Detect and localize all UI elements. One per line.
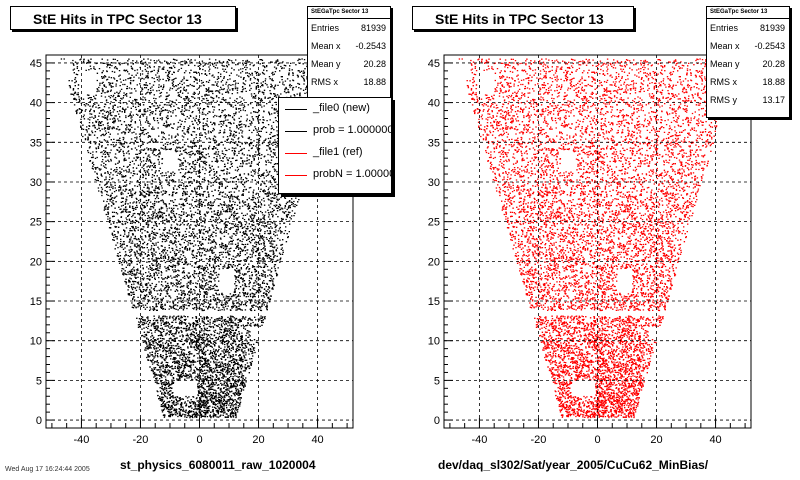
stats-value: 18.88 (762, 77, 785, 87)
stats-label: Entries (710, 23, 739, 33)
stats-label: Entries (311, 23, 340, 33)
stats-label: Mean y (311, 59, 341, 69)
x-tick-label: 0 (594, 434, 600, 446)
stats-value: 20.28 (363, 59, 386, 69)
y-tick-label: 40 (428, 98, 440, 110)
y-tick-label: 10 (30, 336, 42, 348)
x-tick-label: -40 (471, 434, 487, 446)
plot-area-1: -40 -20 0 20 40 0 5 10 15 20 25 30 35 40 45 (428, 54, 752, 446)
right-plot-title: StE Hits in TPC Sector 13 (412, 6, 634, 30)
x-tick-label: -20 (531, 434, 547, 446)
legend-entry: probN = 1.000000 (279, 164, 391, 186)
stats-label: RMS x (710, 77, 737, 87)
hits-scatter-series (458, 58, 737, 419)
y-tick-label: 15 (30, 296, 42, 308)
legend-line-swatch (285, 109, 307, 110)
legend-entry: _file1 (ref) (279, 142, 391, 164)
stats-label: Mean x (710, 41, 740, 51)
right-stats-row-entries: Entries 81939 (707, 19, 789, 37)
stats-label: Mean x (311, 41, 341, 51)
stats-label: Mean y (710, 59, 740, 69)
right-stats-row-rmsx: RMS x 18.88 (707, 73, 789, 91)
y-tick-label: 15 (428, 296, 440, 308)
y-tick-label: 45 (30, 58, 42, 70)
left-caption: st_physics_6080011_raw_1020004 (120, 458, 316, 472)
y-tick-label: 20 (428, 256, 440, 268)
y-tick-label: 35 (428, 137, 440, 149)
y-tick-label: 30 (30, 177, 42, 189)
y-tick-label: 40 (30, 98, 42, 110)
right-stats-row-rmsy: RMS y 13.17 (707, 91, 789, 109)
legend-entry: prob = 1.000000 (279, 120, 391, 142)
x-tick-label: -40 (73, 434, 89, 446)
stats-value: 18.88 (363, 77, 386, 87)
right-stats-name: StEGaTpc Sector 13 (707, 7, 789, 19)
y-tick-label: 20 (30, 256, 42, 268)
y-tick-label: 30 (428, 177, 440, 189)
stats-value: 20.28 (762, 59, 785, 69)
y-tick-label: 25 (30, 217, 42, 229)
legend-line-swatch (285, 175, 307, 176)
x-tick-label: 40 (311, 434, 323, 446)
x-tick-label: 20 (252, 434, 264, 446)
stats-value: -0.2543 (355, 41, 386, 51)
right-stats-box: StEGaTpc Sector 13 Entries 81939 Mean x … (706, 6, 790, 118)
left-stats-row-meany: Mean y 20.28 (308, 55, 390, 73)
stats-label: RMS x (311, 77, 338, 87)
stats-label: RMS y (710, 95, 737, 105)
stats-value: -0.2543 (754, 41, 785, 51)
right-stats-row-meanx: Mean x -0.2543 (707, 37, 789, 55)
stats-value: 13.17 (762, 95, 785, 105)
y-tick-label: 45 (428, 58, 440, 70)
legend-label: _file0 (new) (313, 102, 370, 114)
legend-line-swatch (285, 153, 307, 154)
x-tick-label: -20 (133, 434, 149, 446)
left-stats-row-meanx: Mean x -0.2543 (308, 37, 390, 55)
y-tick-label: 5 (36, 375, 42, 387)
legend-line-swatch (285, 131, 307, 132)
y-tick-label: 10 (428, 336, 440, 348)
left-stats-box: StEGaTpc Sector 13 Entries 81939 Mean x … (307, 6, 391, 98)
x-tick-label: 20 (650, 434, 662, 446)
legend-label: _file1 (ref) (313, 146, 363, 158)
y-tick-label: 0 (36, 415, 42, 427)
left-plot-title: StE Hits in TPC Sector 13 (10, 6, 236, 30)
timestamp-note: Wed Aug 17 16:24:44 2005 (5, 466, 90, 473)
stats-value: 81939 (360, 23, 386, 33)
legend-label: probN = 1.000000 (313, 168, 391, 180)
y-tick-label: 35 (30, 137, 42, 149)
legend-entry: _file0 (new) (279, 98, 391, 120)
y-tick-label: 0 (434, 415, 440, 427)
left-stats-name: StEGaTpc Sector 13 (308, 7, 390, 19)
x-tick-label: 0 (196, 434, 202, 446)
legend-box: _file0 (new) prob = 1.000000 _file1 (ref… (278, 97, 392, 194)
stats-value: 81939 (759, 23, 785, 33)
left-stats-row-rmsx: RMS x 18.88 (308, 73, 390, 91)
right-stats-row-meany: Mean y 20.28 (707, 55, 789, 73)
right-caption: dev/daq_sl302/Sat/year_2005/CuCu62_MinBi… (438, 458, 709, 472)
x-tick-label: 40 (709, 434, 721, 446)
left-stats-row-entries: Entries 81939 (308, 19, 390, 37)
y-tick-label: 25 (428, 217, 440, 229)
legend-label: prob = 1.000000 (313, 124, 392, 136)
y-tick-label: 5 (434, 375, 440, 387)
